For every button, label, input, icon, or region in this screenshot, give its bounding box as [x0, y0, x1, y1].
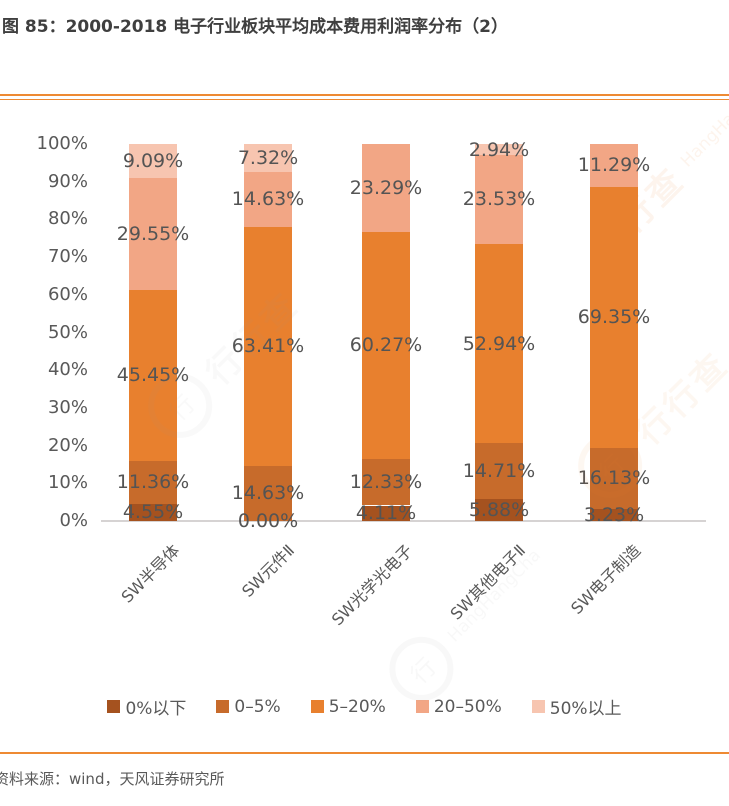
y-axis-tick-label: 80% — [47, 208, 88, 230]
legend-swatch-icon — [310, 700, 324, 713]
legend-swatch-icon — [415, 700, 429, 713]
data-label: 9.09% — [122, 150, 184, 173]
bar-segment-0%以下 — [475, 498, 523, 521]
y-axis-tick-label: 20% — [47, 434, 88, 456]
bar-segment-20–50% — [362, 144, 410, 232]
header-divider-thin — [0, 99, 729, 100]
bar-segment-0%以下 — [590, 508, 638, 521]
bar-segment-0–5% — [362, 459, 410, 506]
bar-segment-5–20% — [362, 231, 410, 459]
data-label: 29.55% — [116, 222, 190, 245]
bar-segment-5–20% — [475, 243, 523, 444]
data-label: 23.53% — [462, 188, 536, 211]
data-label: 2.94% — [468, 138, 530, 161]
legend-label: 0–5% — [234, 696, 281, 717]
y-axis-tick-label: 90% — [47, 170, 88, 192]
figure-title: 图 85：2000-2018 电子行业板块平均成本费用利润率分布（2） — [2, 17, 509, 37]
data-label: 7.32% — [237, 146, 299, 169]
y-axis-tick-label: 70% — [47, 246, 88, 268]
data-label: 14.71% — [462, 460, 536, 483]
bar-segment-50%以上 — [244, 144, 292, 172]
x-axis-category-label: SW其他电子Ⅱ — [446, 540, 530, 624]
data-label: 60.27% — [349, 334, 423, 357]
legend-item-20–50%: 20–50% — [415, 694, 502, 719]
bar-segment-0–5% — [244, 465, 292, 521]
bar-segment-0–5% — [475, 443, 523, 499]
x-axis-category-label: SW光学光电子 — [327, 540, 417, 630]
bar-segment-0–5% — [590, 448, 638, 509]
bar-segment-20–50% — [475, 155, 523, 244]
legend-swatch-icon — [107, 700, 121, 713]
legend-item-0%以下: 0%以下 — [107, 694, 186, 719]
y-axis-tick-label: 50% — [47, 321, 88, 343]
data-label: 4.11% — [355, 502, 417, 525]
x-axis-line — [101, 520, 706, 522]
data-label: 69.35% — [577, 306, 651, 329]
y-axis-tick-label: 60% — [47, 283, 88, 305]
data-label: 45.45% — [116, 364, 190, 387]
data-label: 14.63% — [231, 188, 305, 211]
data-label: 3.23% — [583, 503, 645, 526]
data-label: 11.36% — [116, 471, 190, 494]
chart-legend: 0%以下 0–5% 5–20% 20–50% 50%以上 — [0, 694, 729, 719]
data-label: 63.41% — [231, 335, 305, 358]
data-label: 16.13% — [577, 467, 651, 490]
legend-item-0–5%: 0–5% — [216, 694, 281, 719]
bar-segment-50%以上 — [129, 144, 177, 179]
bar-segment-20–50% — [129, 178, 177, 290]
bar-segment-50%以上 — [475, 144, 523, 156]
legend-label: 5–20% — [328, 696, 386, 717]
data-label: 14.63% — [231, 482, 305, 505]
legend-swatch-icon — [216, 700, 230, 713]
y-axis-tick-label: 40% — [47, 359, 88, 381]
data-label: 5.88% — [468, 498, 530, 521]
y-axis-tick-label: 10% — [47, 472, 88, 494]
legend-label: 0%以下 — [125, 699, 187, 719]
y-axis-tick-label: 0% — [59, 510, 88, 531]
footer-divider — [0, 752, 729, 754]
bar-segment-0–5% — [129, 461, 177, 504]
x-axis-category-label: SW电子制造 — [567, 540, 645, 618]
x-axis-category-label: SW元件Ⅱ — [238, 540, 299, 601]
bar-segment-5–20% — [590, 186, 638, 448]
y-axis-tick-label: 100% — [36, 133, 88, 154]
legend-label: 50%以上 — [549, 699, 622, 719]
data-label: 23.29% — [349, 176, 423, 199]
data-label: 0.00% — [237, 510, 299, 532]
bar-segment-5–20% — [244, 226, 292, 466]
data-label: 12.33% — [349, 471, 423, 494]
data-label: 11.29% — [577, 154, 651, 177]
bar-segment-0%以下 — [129, 503, 177, 521]
y-axis-tick-label: 30% — [47, 396, 88, 418]
x-axis-category-label: SW半导体 — [117, 540, 184, 607]
legend-item-5–20%: 5–20% — [310, 694, 386, 719]
source-note: 资料来源：wind，天风证券研究所 — [0, 770, 225, 788]
bar-segment-0%以下 — [362, 505, 410, 521]
bar-segment-20–50% — [590, 144, 638, 187]
header-divider-thick — [0, 94, 729, 96]
legend-item-50%以上: 50%以上 — [531, 694, 622, 719]
legend-swatch-icon — [531, 700, 545, 713]
data-label: 4.55% — [122, 501, 184, 524]
bar-segment-5–20% — [129, 289, 177, 462]
legend-label: 20–50% — [433, 696, 502, 717]
bar-segment-20–50% — [244, 171, 292, 227]
data-label: 52.94% — [462, 332, 536, 355]
